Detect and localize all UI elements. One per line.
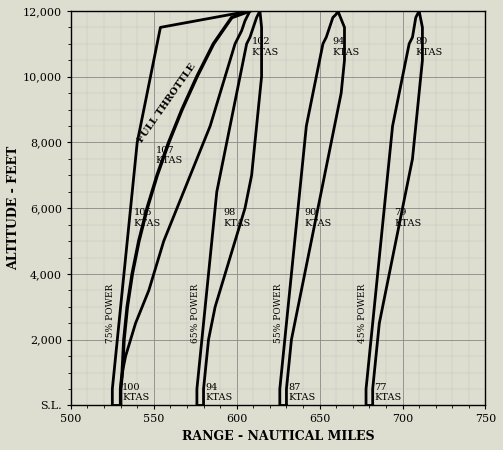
Text: 77
KTAS: 77 KTAS	[374, 383, 401, 402]
Text: 87
KTAS: 87 KTAS	[288, 383, 315, 402]
Y-axis label: ALTITUDE - FEET: ALTITUDE - FEET	[7, 146, 20, 270]
Text: 94
KTAS: 94 KTAS	[333, 37, 360, 57]
Text: 98
KTAS: 98 KTAS	[223, 208, 250, 228]
Text: 45% POWER: 45% POWER	[358, 284, 367, 343]
Text: 90
KTAS: 90 KTAS	[305, 208, 332, 228]
Text: 105
KTAS: 105 KTAS	[134, 208, 161, 228]
Text: 65% POWER: 65% POWER	[191, 284, 200, 343]
Text: FULL THROTTLE: FULL THROTTLE	[136, 62, 198, 144]
X-axis label: RANGE - NAUTICAL MILES: RANGE - NAUTICAL MILES	[182, 430, 374, 443]
Text: 80
KTAS: 80 KTAS	[416, 37, 443, 57]
Text: 55% POWER: 55% POWER	[274, 284, 283, 343]
Text: 75% POWER: 75% POWER	[106, 284, 115, 343]
Text: 107
KTAS: 107 KTAS	[155, 146, 183, 165]
Text: 100
KTAS: 100 KTAS	[122, 383, 149, 402]
Text: 79
KTAS: 79 KTAS	[394, 208, 422, 228]
Text: 102
KTAS: 102 KTAS	[252, 37, 279, 57]
Text: 94
KTAS: 94 KTAS	[205, 383, 232, 402]
